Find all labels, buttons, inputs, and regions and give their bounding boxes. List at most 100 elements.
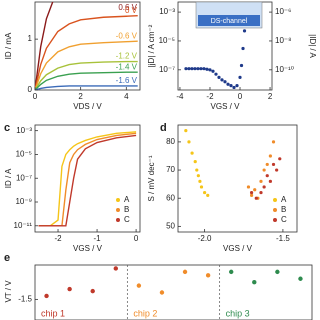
point [196,67,200,71]
point [278,157,282,161]
inset-channel [198,15,260,26]
x-axis-label: VGS / V [73,244,103,253]
point [265,174,269,178]
annotation: DS-channel [211,18,248,25]
point [229,269,234,275]
y-tick-label: -1.5 [18,294,32,303]
plot-area [35,2,138,90]
legend-marker [116,198,120,202]
y2-tick-label: 10⁻⁶ [275,7,291,16]
plot-area [44,266,303,299]
x-axis-label: VGS / V [223,244,253,253]
category-label: chip 1 [41,308,65,318]
line [35,71,138,90]
point [190,151,194,155]
series-label: -1.4 V [116,62,138,71]
point [249,190,254,195]
legend-label: A [124,195,130,204]
point [182,269,188,275]
point [136,283,142,288]
y-tick-label: 1 [28,34,33,43]
point [195,168,199,172]
line [38,134,137,227]
x-tick-label: 4 [124,92,129,101]
point [271,140,276,144]
point [265,162,269,167]
point [241,46,245,51]
y-axis-label: |jD| / A cm⁻² [147,24,156,67]
x-tick-label: 0 [134,234,139,243]
y-tick-label: 10⁻⁷ [159,65,175,74]
x-tick-label: 0 [238,92,243,101]
y-axis-label: ID / A [4,168,13,188]
point [199,185,204,189]
plot-frame [177,124,298,233]
point [229,84,233,88]
line [35,2,54,90]
panel-label: c [4,122,10,134]
point [259,190,263,195]
point [90,288,95,294]
series-label: -1.2 V [116,52,138,61]
point [196,174,200,178]
legend-label: C [124,215,130,224]
point [268,179,272,183]
point [205,273,211,278]
category-label: chip 3 [226,308,250,318]
point [223,80,227,84]
point [226,82,230,86]
point [253,188,257,192]
y-tick-label: 10⁻⁵ [16,150,32,159]
point [206,193,210,197]
x-axis-label: VGS / V [211,102,241,111]
line [35,40,138,90]
point [254,196,258,200]
legend-marker [273,218,277,222]
point [275,269,280,275]
y2-tick-label: 10⁻¹⁰ [275,65,294,74]
line [35,15,138,90]
point [205,67,209,71]
y2-tick-label: 10⁻⁸ [275,36,292,45]
legend-marker [116,208,120,212]
line [38,131,137,227]
point [246,185,251,189]
y-tick-label: 0 [28,85,33,94]
series-label: -0.6 V [116,31,138,40]
x-tick-label: -1.5 [276,234,290,243]
point [242,29,247,33]
series-label: 0.6 V [118,3,137,12]
point [220,78,224,82]
legend-label: C [281,215,287,224]
line [35,85,138,90]
point [262,185,266,189]
point [184,129,188,133]
point [208,68,212,72]
x-tick-label: -2 [54,234,62,243]
x-tick-label: -2.0 [198,234,212,243]
line [35,60,138,90]
point [271,162,276,167]
point [187,140,191,144]
category-label: chip 2 [133,308,157,318]
point [262,168,266,172]
point [187,67,191,71]
point [268,154,272,158]
x-axis-label: VDS / V [73,102,102,111]
point [298,276,303,281]
point [249,193,254,197]
y-tick-label: 70 [166,165,175,174]
point [44,293,49,299]
point [217,75,221,79]
legend-label: B [124,205,129,214]
point [193,160,197,164]
y2-axis-label: |ID| / A [308,34,317,58]
point [211,69,215,73]
point [239,63,244,68]
y-axis-label: VT / V [4,280,13,303]
point [67,286,72,292]
y-tick-label: 50 [166,221,175,230]
plot-frame [34,264,313,320]
y-tick-label: 80 [166,137,175,146]
